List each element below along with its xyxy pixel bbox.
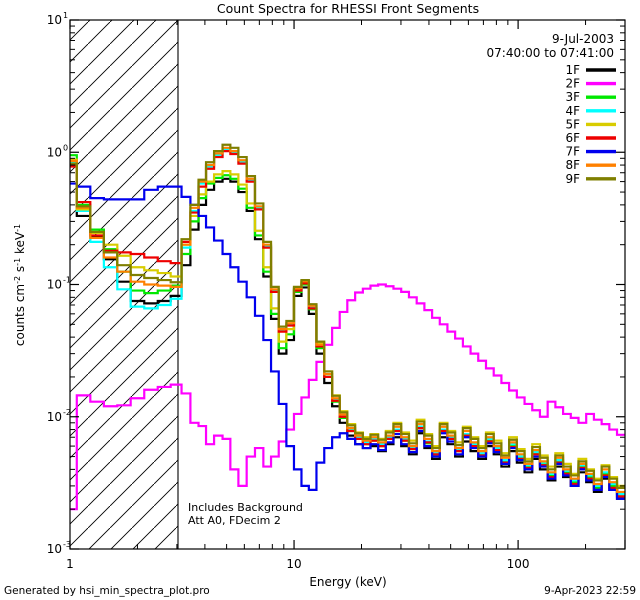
y-tick-label: 10 0 — [47, 143, 68, 159]
ylabel-part-2: s — [13, 266, 27, 276]
axis-ticks — [69, 19, 626, 550]
hatched-exclusion-region — [70, 20, 179, 549]
x-tick-label: 1 — [66, 557, 74, 571]
annotation-line-2: Att A0, FDecim 2 — [188, 514, 281, 527]
date-label: 9-Jul-2003 — [552, 32, 614, 46]
page-title: Count Spectra for RHESSI Front Segments — [217, 1, 479, 16]
ylabel-part-3: keV — [13, 231, 27, 258]
y-axis-label: counts cm-2 s-1 keV-1 — [13, 224, 27, 346]
x-axis-label: Energy (keV) — [309, 575, 386, 589]
svg-text:10: 10 — [47, 410, 62, 424]
y-tick-label: 10 -3 — [47, 540, 71, 556]
svg-text:10: 10 — [47, 145, 62, 159]
x-tick-labels: 1 10 100 — [66, 557, 529, 571]
footer-left: Generated by hsi_min_spectra_plot.pro — [4, 585, 210, 597]
time-range-label: 07:40:00 to 07:41:00 — [487, 46, 614, 60]
footer-right: 9-Apr-2023 22:59 — [544, 585, 636, 597]
legend-label-8f: 8F — [565, 158, 580, 172]
legend-label-2f: 2F — [565, 77, 580, 91]
ylabel-exp-2: -1 — [13, 258, 22, 266]
svg-text:counts cm-2 s-1 keV-1: counts cm-2 s-1 keV-1 — [13, 224, 27, 346]
annotation-line-1: Includes Background — [188, 501, 303, 514]
x-tick-label: 10 — [286, 557, 301, 571]
ylabel-exp-1: -2 — [13, 276, 22, 284]
svg-text:10: 10 — [47, 542, 62, 556]
svg-text:10: 10 — [47, 278, 62, 292]
data-series-layer — [70, 143, 625, 511]
ylabel-exp-3: -1 — [13, 224, 22, 232]
legend-label-9f: 9F — [565, 172, 580, 186]
series-line-7f — [70, 182, 625, 500]
svg-text:-3: -3 — [63, 540, 71, 549]
series-line-9f — [70, 143, 625, 489]
svg-text:-2: -2 — [63, 408, 71, 417]
svg-text:-1: -1 — [63, 276, 71, 285]
legend-label-4f: 4F — [565, 104, 580, 118]
legend-label-1f: 1F — [565, 63, 580, 77]
series-line-2f — [70, 283, 625, 511]
legend-label-3f: 3F — [565, 90, 580, 104]
y-tick-label: 10 -1 — [47, 276, 71, 292]
y-tick-label: 10 1 — [47, 11, 68, 27]
svg-text:0: 0 — [63, 143, 68, 152]
legend-label-5f: 5F — [565, 117, 580, 131]
ylabel-part-1: counts cm — [13, 284, 27, 346]
svg-text:10: 10 — [47, 13, 62, 27]
x-tick-label: 100 — [507, 557, 530, 571]
svg-text:1: 1 — [63, 11, 68, 20]
y-tick-label: 10 -2 — [47, 408, 71, 424]
legend-label-6f: 6F — [565, 131, 580, 145]
legend-label-7f: 7F — [565, 145, 580, 159]
